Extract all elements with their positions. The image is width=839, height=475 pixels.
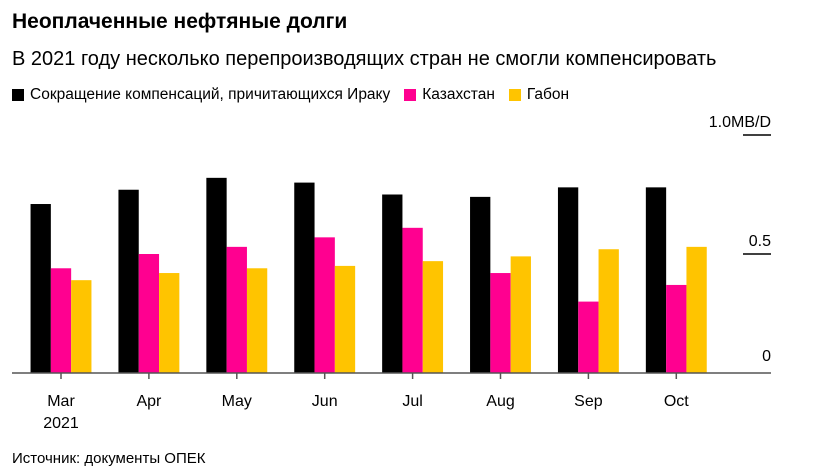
- legend-item-kazakhstan: Казахстан: [404, 86, 495, 104]
- legend-item-iraq: Сокращение компенсаций, причитающихся Ир…: [12, 86, 390, 104]
- x-tick-label: Oct: [664, 393, 689, 410]
- bar-0-sep: [557, 187, 579, 373]
- legend-item-gabon: Габон: [508, 86, 570, 104]
- chart-title: Неоплаченные нефтяные долги: [12, 10, 348, 33]
- x-tick-sublabel: 2021: [43, 415, 79, 432]
- bar-2-sep: [598, 249, 619, 373]
- bar-2-may: [246, 268, 268, 373]
- legend-label: Габон: [526, 86, 570, 103]
- bar-1-jun: [314, 237, 335, 373]
- x-tick-label: Aug: [486, 393, 514, 410]
- bar-1-mar: [50, 268, 72, 373]
- x-tick-label: Jun: [312, 393, 338, 410]
- bar-1-sep: [578, 301, 599, 373]
- bar-1-oct: [666, 284, 687, 373]
- chart-subtitle: В 2021 году несколько перепроизводящих с…: [12, 48, 717, 70]
- y-tick-label: 0: [762, 348, 771, 365]
- legend-label: Казахстан: [422, 86, 495, 103]
- bar-1-jul: [402, 227, 423, 373]
- legend: Сокращение компенсаций, причитающихся Ир…: [12, 86, 583, 104]
- x-tick-label: May: [222, 393, 252, 410]
- bar-1-may: [226, 246, 247, 373]
- bar-0-aug: [470, 196, 491, 373]
- legend-label: Сокращение компенсаций, причитающихся Ир…: [30, 86, 391, 103]
- bar-1-apr: [138, 254, 160, 373]
- source-note: Источник: документы ОПЕК: [12, 450, 206, 467]
- bar-0-apr: [118, 189, 139, 373]
- bar-2-jul: [422, 261, 444, 373]
- x-tick-label: Jul: [402, 393, 422, 410]
- y-tick-label: 0.5: [749, 233, 771, 250]
- bar-0-jul: [382, 194, 403, 373]
- legend-swatch: [508, 89, 521, 101]
- legend-swatch: [12, 89, 24, 101]
- bar-2-mar: [71, 280, 92, 373]
- bar-2-oct: [686, 246, 707, 373]
- bar-2-apr: [159, 273, 180, 373]
- bar-0-mar: [30, 204, 51, 373]
- bar-0-oct: [645, 187, 667, 373]
- x-tick-label: Sep: [574, 393, 603, 410]
- bar-1-aug: [490, 273, 511, 373]
- bar-2-jun: [334, 265, 356, 373]
- legend-swatch: [404, 89, 417, 101]
- x-tick-label: Mar: [47, 393, 75, 410]
- y-tick-label: 1.0MB/D: [709, 114, 771, 131]
- bar-0-jun: [294, 182, 315, 373]
- bar-2-aug: [510, 256, 531, 373]
- x-tick-label: Apr: [136, 393, 162, 410]
- bar-0-may: [206, 177, 227, 373]
